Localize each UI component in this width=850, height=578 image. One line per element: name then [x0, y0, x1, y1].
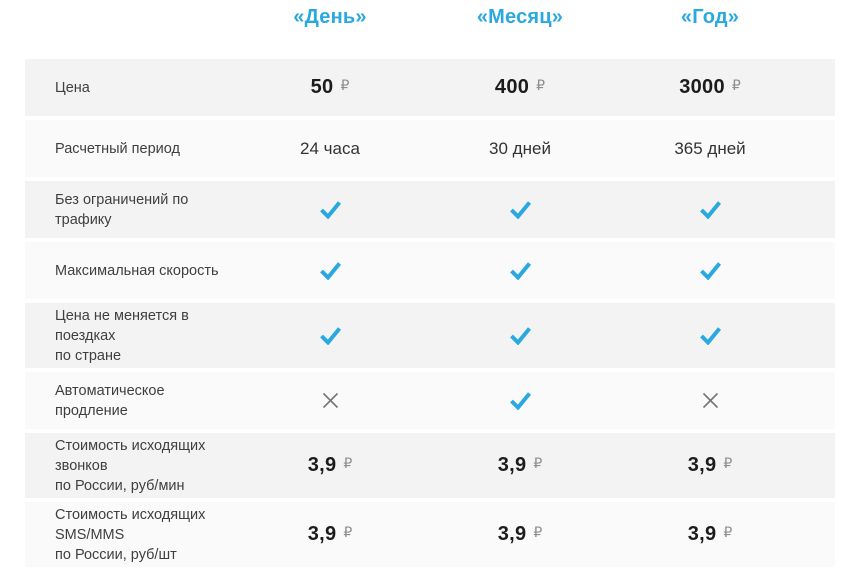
- check-icon: [509, 262, 531, 280]
- check-icon: [319, 201, 341, 219]
- row-label: Максимальная скорость: [25, 261, 235, 281]
- table-row-max-speed: Максимальная скорость: [25, 242, 835, 299]
- row-label-line: Без ограничений по трафику: [55, 191, 189, 228]
- column-header-day[interactable]: «День»: [293, 6, 367, 28]
- price-value: 3,9: [687, 523, 717, 545]
- row-label-line: по России, руб/шт: [55, 546, 177, 563]
- check-icon: [509, 201, 531, 219]
- check-icon: [509, 327, 531, 345]
- feature-cell: [615, 326, 805, 345]
- price-value: 400: [494, 76, 530, 98]
- feature-cell: [615, 391, 805, 410]
- check-icon: [699, 327, 721, 345]
- price-cell: 400 ₽: [425, 76, 615, 99]
- row-label: Цена не меняется в поездках по стране: [25, 306, 235, 366]
- feature-cell: [235, 261, 425, 280]
- column-header-year[interactable]: «Год»: [680, 6, 740, 28]
- ruble-sign: ₽: [723, 455, 733, 472]
- row-label: Стоимость исходящих звонков по России, р…: [25, 436, 235, 496]
- tariff-comparison-table: «День» «Месяц» «Год» Цена 50 ₽ 400 ₽ 300…: [25, 0, 835, 567]
- row-label: Расчетный период: [25, 139, 235, 159]
- price-cell: 3000 ₽: [615, 76, 805, 99]
- row-label: Без ограничений по трафику: [25, 190, 235, 230]
- text-value: 30 дней: [489, 138, 551, 158]
- check-icon: [509, 392, 531, 410]
- text-value: 24 часа: [300, 138, 360, 158]
- price-value: 3000: [679, 76, 725, 98]
- ruble-sign: ₽: [536, 77, 546, 94]
- text-cell: 365 дней: [615, 139, 805, 159]
- ruble-sign: ₽: [533, 455, 543, 472]
- price-cell: 3,9 ₽: [615, 454, 805, 477]
- check-icon: [699, 262, 721, 280]
- price-value: 3,9: [687, 454, 717, 476]
- ruble-sign: ₽: [343, 455, 353, 472]
- price-value: 3,9: [497, 523, 527, 545]
- row-label-line: Стоимость исходящих SMS/MMS: [55, 506, 206, 543]
- feature-cell: [425, 391, 615, 410]
- row-label-line: по стране: [55, 347, 122, 364]
- price-cell: 3,9 ₽: [235, 523, 425, 546]
- cross-icon: [702, 392, 718, 409]
- table-row-call-price: Стоимость исходящих звонков по России, р…: [25, 433, 835, 498]
- table-row-period: Расчетный период 24 часа 30 дней 365 дне…: [25, 120, 835, 177]
- text-cell: 24 часа: [235, 139, 425, 159]
- feature-cell: [425, 261, 615, 280]
- ruble-sign: ₽: [340, 77, 350, 94]
- feature-cell: [615, 261, 805, 280]
- table-row-fixed-price-travel: Цена не меняется в поездках по стране: [25, 303, 835, 368]
- feature-cell: [235, 326, 425, 345]
- text-cell: 30 дней: [425, 139, 615, 159]
- check-icon: [319, 262, 341, 280]
- text-value: 365 дней: [674, 138, 746, 158]
- row-label-line: по России, руб/мин: [55, 477, 185, 494]
- row-label-line: Автоматическое продление: [55, 382, 165, 419]
- table-row-auto-renewal: Автоматическое продление: [25, 372, 835, 429]
- row-label-line: Стоимость исходящих звонков: [55, 437, 206, 474]
- row-label-line: Цена: [55, 79, 90, 96]
- column-header-month[interactable]: «Месяц»: [476, 6, 564, 28]
- price-cell: 3,9 ₽: [425, 523, 615, 546]
- ruble-sign: ₽: [731, 77, 741, 94]
- price-cell: 3,9 ₽: [615, 523, 805, 546]
- feature-cell: [425, 326, 615, 345]
- ruble-sign: ₽: [533, 524, 543, 541]
- price-value: 3,9: [497, 454, 527, 476]
- feature-cell: [235, 391, 425, 410]
- price-cell: 3,9 ₽: [235, 454, 425, 477]
- price-value: 50: [310, 76, 334, 98]
- feature-cell: [235, 200, 425, 219]
- column-headers: «День» «Месяц» «Год»: [25, 0, 835, 59]
- row-label: Автоматическое продление: [25, 381, 235, 421]
- table-row-sms-price: Стоимость исходящих SMS/MMS по России, р…: [25, 502, 835, 567]
- row-label: Цена: [25, 78, 235, 98]
- ruble-sign: ₽: [343, 524, 353, 541]
- check-icon: [699, 201, 721, 219]
- row-label-line: Цена не меняется в поездках: [55, 307, 189, 344]
- table-row-unlimited-traffic: Без ограничений по трафику: [25, 181, 835, 238]
- price-value: 3,9: [307, 454, 337, 476]
- price-cell: 50 ₽: [235, 76, 425, 99]
- row-label: Стоимость исходящих SMS/MMS по России, р…: [25, 505, 235, 565]
- cross-icon: [322, 392, 338, 409]
- feature-cell: [615, 200, 805, 219]
- feature-cell: [425, 200, 615, 219]
- ruble-sign: ₽: [723, 524, 733, 541]
- price-value: 3,9: [307, 523, 337, 545]
- row-label-line: Расчетный период: [55, 140, 180, 157]
- row-label-line: Максимальная скорость: [55, 262, 219, 279]
- price-cell: 3,9 ₽: [425, 454, 615, 477]
- check-icon: [319, 327, 341, 345]
- table-row-price: Цена 50 ₽ 400 ₽ 3000 ₽: [25, 59, 835, 116]
